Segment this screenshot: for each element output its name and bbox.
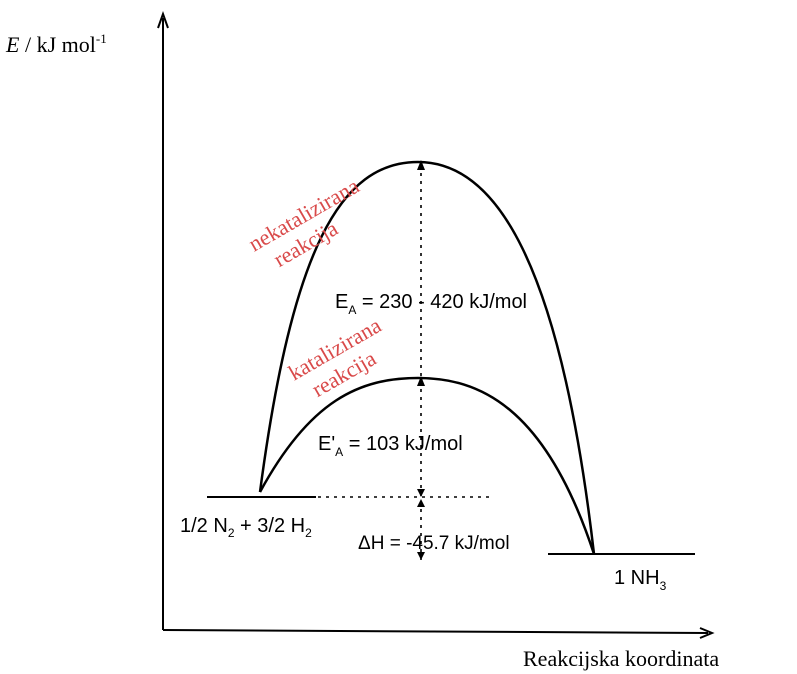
enthalpy-change: ΔH = -45.7 kJ/mol (358, 533, 510, 554)
arrowhead-catalyzed-peak (417, 376, 425, 386)
activation-energy-catalyzed: E'A = 103 kJ/mol (318, 433, 463, 459)
arrowhead-product-level (417, 552, 425, 560)
reactants-label: 1/2 N2 + 3/2 H2 (180, 515, 312, 540)
axes (157, 11, 715, 639)
uncatalyzed-reaction-curve (258, 160, 596, 555)
arrowhead-uncatalyzed-peak (417, 160, 425, 170)
arrowhead-reactant-level-down (417, 489, 425, 497)
x-axis-label: Reakcijska koordinata (523, 646, 719, 671)
product-label: 1 NH3 (614, 567, 667, 593)
y-axis-arrowhead (157, 11, 169, 29)
x-axis (162, 629, 709, 634)
activation-energy-uncatalyzed: EA = 230 - 420 kJ/mol (335, 291, 527, 317)
arrowhead-reactant-level-up (417, 499, 425, 507)
y-axis-label: E / kJ mol-1 (5, 31, 107, 57)
catalyzed-reaction-curve (258, 376, 596, 555)
x-axis-arrowhead (699, 627, 715, 639)
catalyzed-label: katalizirana reakcija (284, 312, 386, 402)
